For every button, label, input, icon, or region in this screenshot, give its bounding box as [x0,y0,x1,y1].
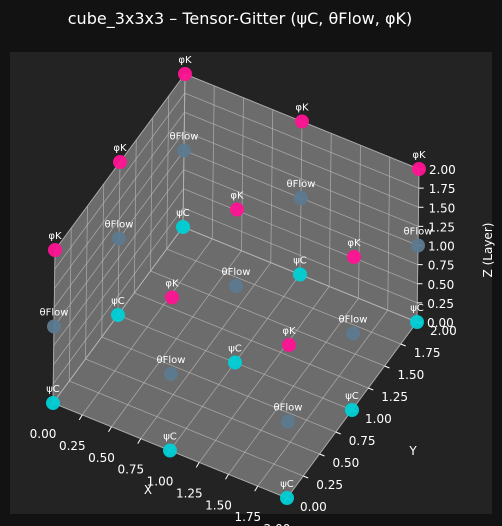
data-point-label: ψC [410,303,424,314]
data-point [346,327,360,341]
data-point [163,444,177,458]
x-tick-label: 1.25 [176,486,203,500]
data-point-label: θFlow [274,403,303,414]
data-point [293,268,307,282]
data-point-label: ψC [345,391,359,402]
data-point-label: ψC [163,432,177,443]
data-point [280,491,294,505]
data-point [411,239,425,253]
y-tick-label: 0.75 [349,434,376,448]
z-tick-label: 0.50 [428,278,455,292]
z-axis-label: Z (Layer) [481,223,495,278]
z-tick-label: 0.25 [427,297,454,311]
data-point-label: θFlow [157,355,186,366]
data-point [48,243,62,257]
z-tick-label: 2.00 [429,163,456,177]
data-point-label: θFlow [222,267,251,278]
data-point [294,191,308,205]
data-point [165,291,179,305]
data-point [295,115,309,129]
z-tick-label: 0.00 [427,316,454,330]
z-tick-label: 1.00 [428,240,455,254]
data-point-label: θFlow [339,315,368,326]
y-tick-label: 0.50 [333,456,360,470]
x-tick-label: 0.50 [88,451,115,465]
y-tick-label: 0.00 [300,500,327,514]
data-point-label: θFlow [40,308,69,319]
y-tick-label: 1.75 [414,346,441,360]
data-point-label: θFlow [170,132,199,143]
data-point [176,220,190,234]
data-point [230,203,244,217]
z-tick-label: 0.75 [428,259,455,273]
data-point-label: φK [48,231,62,242]
data-point [282,338,296,352]
x-tick-label: 0.00 [30,427,57,441]
data-point-label: ψC [293,256,307,267]
x-tick-label: 1.50 [205,498,232,512]
y-axis-label: Y [408,444,417,458]
data-point [228,356,242,370]
y-tick-label: 1.00 [365,412,392,426]
data-point [178,67,192,81]
data-point [112,232,126,246]
data-point-label: φK [412,150,426,161]
data-point-label: φK [347,238,361,249]
data-point-label: φK [178,55,192,66]
x-tick-label: 0.75 [117,463,144,477]
data-point [111,308,125,322]
x-axis-label: X [144,483,152,497]
y-tick-label: 1.25 [381,390,408,404]
chart-title: cube_3x3x3 – Tensor-Gitter (ψC, θFlow, φ… [68,9,412,29]
data-point-label: φK [113,143,127,154]
data-point [46,396,60,410]
data-point [113,155,127,169]
data-point [410,315,424,329]
data-point [345,403,359,417]
data-point [177,144,191,158]
data-point-label: θFlow [404,227,433,238]
z-tick-label: 1.75 [429,182,456,196]
y-tick-label: 0.25 [316,478,343,492]
x-tick-label: 1.75 [234,510,261,524]
data-point-label: ψC [228,344,242,355]
data-point-label: ψC [176,208,190,219]
data-point-label: θFlow [105,220,134,231]
data-point [281,415,295,429]
data-point-label: ψC [111,296,125,307]
data-point-label: φK [230,191,244,202]
x-tick-label: 2.00 [264,522,291,526]
z-tick-label: 1.50 [429,201,456,215]
data-point-label: ψC [280,479,294,490]
data-point-label: φK [165,279,179,290]
data-point-label: φK [282,326,296,337]
x-tick-label: 0.25 [59,439,86,453]
y-tick-label: 1.50 [398,368,425,382]
data-point [47,320,61,334]
data-point [164,367,178,381]
data-point-label: φK [295,103,309,114]
data-point [347,250,361,264]
data-point-label: θFlow [287,179,316,190]
data-point [229,279,243,293]
data-point-label: ψC [46,384,60,395]
data-point [412,162,426,176]
